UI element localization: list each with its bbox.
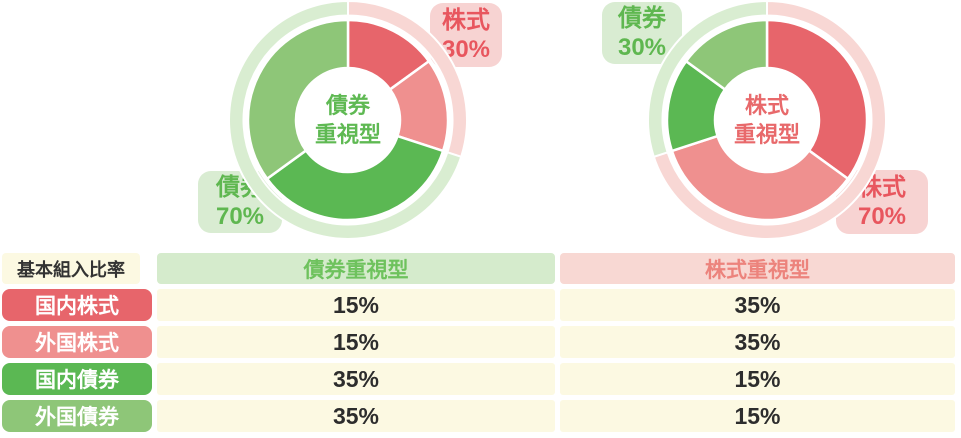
donut-segment — [684, 18, 769, 91]
value-cell-bond-domestic-bond: 35% — [157, 363, 555, 395]
donut-segment — [265, 134, 445, 222]
callout-bond-30: 債券 30% — [602, 2, 682, 64]
allocation-table: 基本組入比率 債券重視型 株式重視型 国内株式 15% 35% 外国株式 15%… — [2, 253, 955, 432]
row-label-foreign-stock: 外国株式 — [2, 326, 152, 358]
donut-outer-ring — [228, 0, 463, 240]
callout-line: 株式 — [442, 7, 490, 34]
value-cell-stock-domestic-bond: 15% — [560, 363, 955, 395]
bond-focused-donut-chart: 債券重視型 — [228, 0, 468, 240]
row-label-domestic-stock: 国内株式 — [2, 289, 152, 321]
column-header-bond-focused: 債券重視型 — [157, 253, 555, 284]
callout-line: 債券 — [618, 5, 666, 32]
value-cell-bond-foreign-bond: 35% — [157, 400, 555, 432]
callout-line: 30% — [617, 34, 667, 61]
value-cell-stock-domestic-stock: 35% — [560, 289, 955, 321]
donut-segment — [246, 18, 350, 181]
column-header-stock-focused: 株式重視型 — [560, 253, 955, 284]
stock-focused-donut-chart: 株式重視型 — [647, 0, 887, 240]
value-cell-bond-domestic-stock: 15% — [157, 289, 555, 321]
value-cell-stock-foreign-bond: 15% — [560, 400, 955, 432]
donut-outer-ring — [647, 0, 768, 158]
donut-center-label: 株式重視型 — [734, 93, 800, 147]
callout-line: 70% — [215, 203, 265, 230]
value-cell-bond-foreign-stock: 15% — [157, 326, 555, 358]
donut-segment — [765, 18, 869, 181]
row-label-foreign-bond: 外国債券 — [2, 400, 152, 432]
row-label-domestic-bond: 国内債券 — [2, 363, 152, 395]
table-corner-header: 基本組入比率 — [2, 253, 140, 284]
callout-line: 70% — [857, 203, 907, 230]
value-cell-stock-foreign-stock: 35% — [560, 326, 955, 358]
donut-center-label: 債券重視型 — [315, 93, 381, 147]
donut-segment — [670, 134, 850, 222]
